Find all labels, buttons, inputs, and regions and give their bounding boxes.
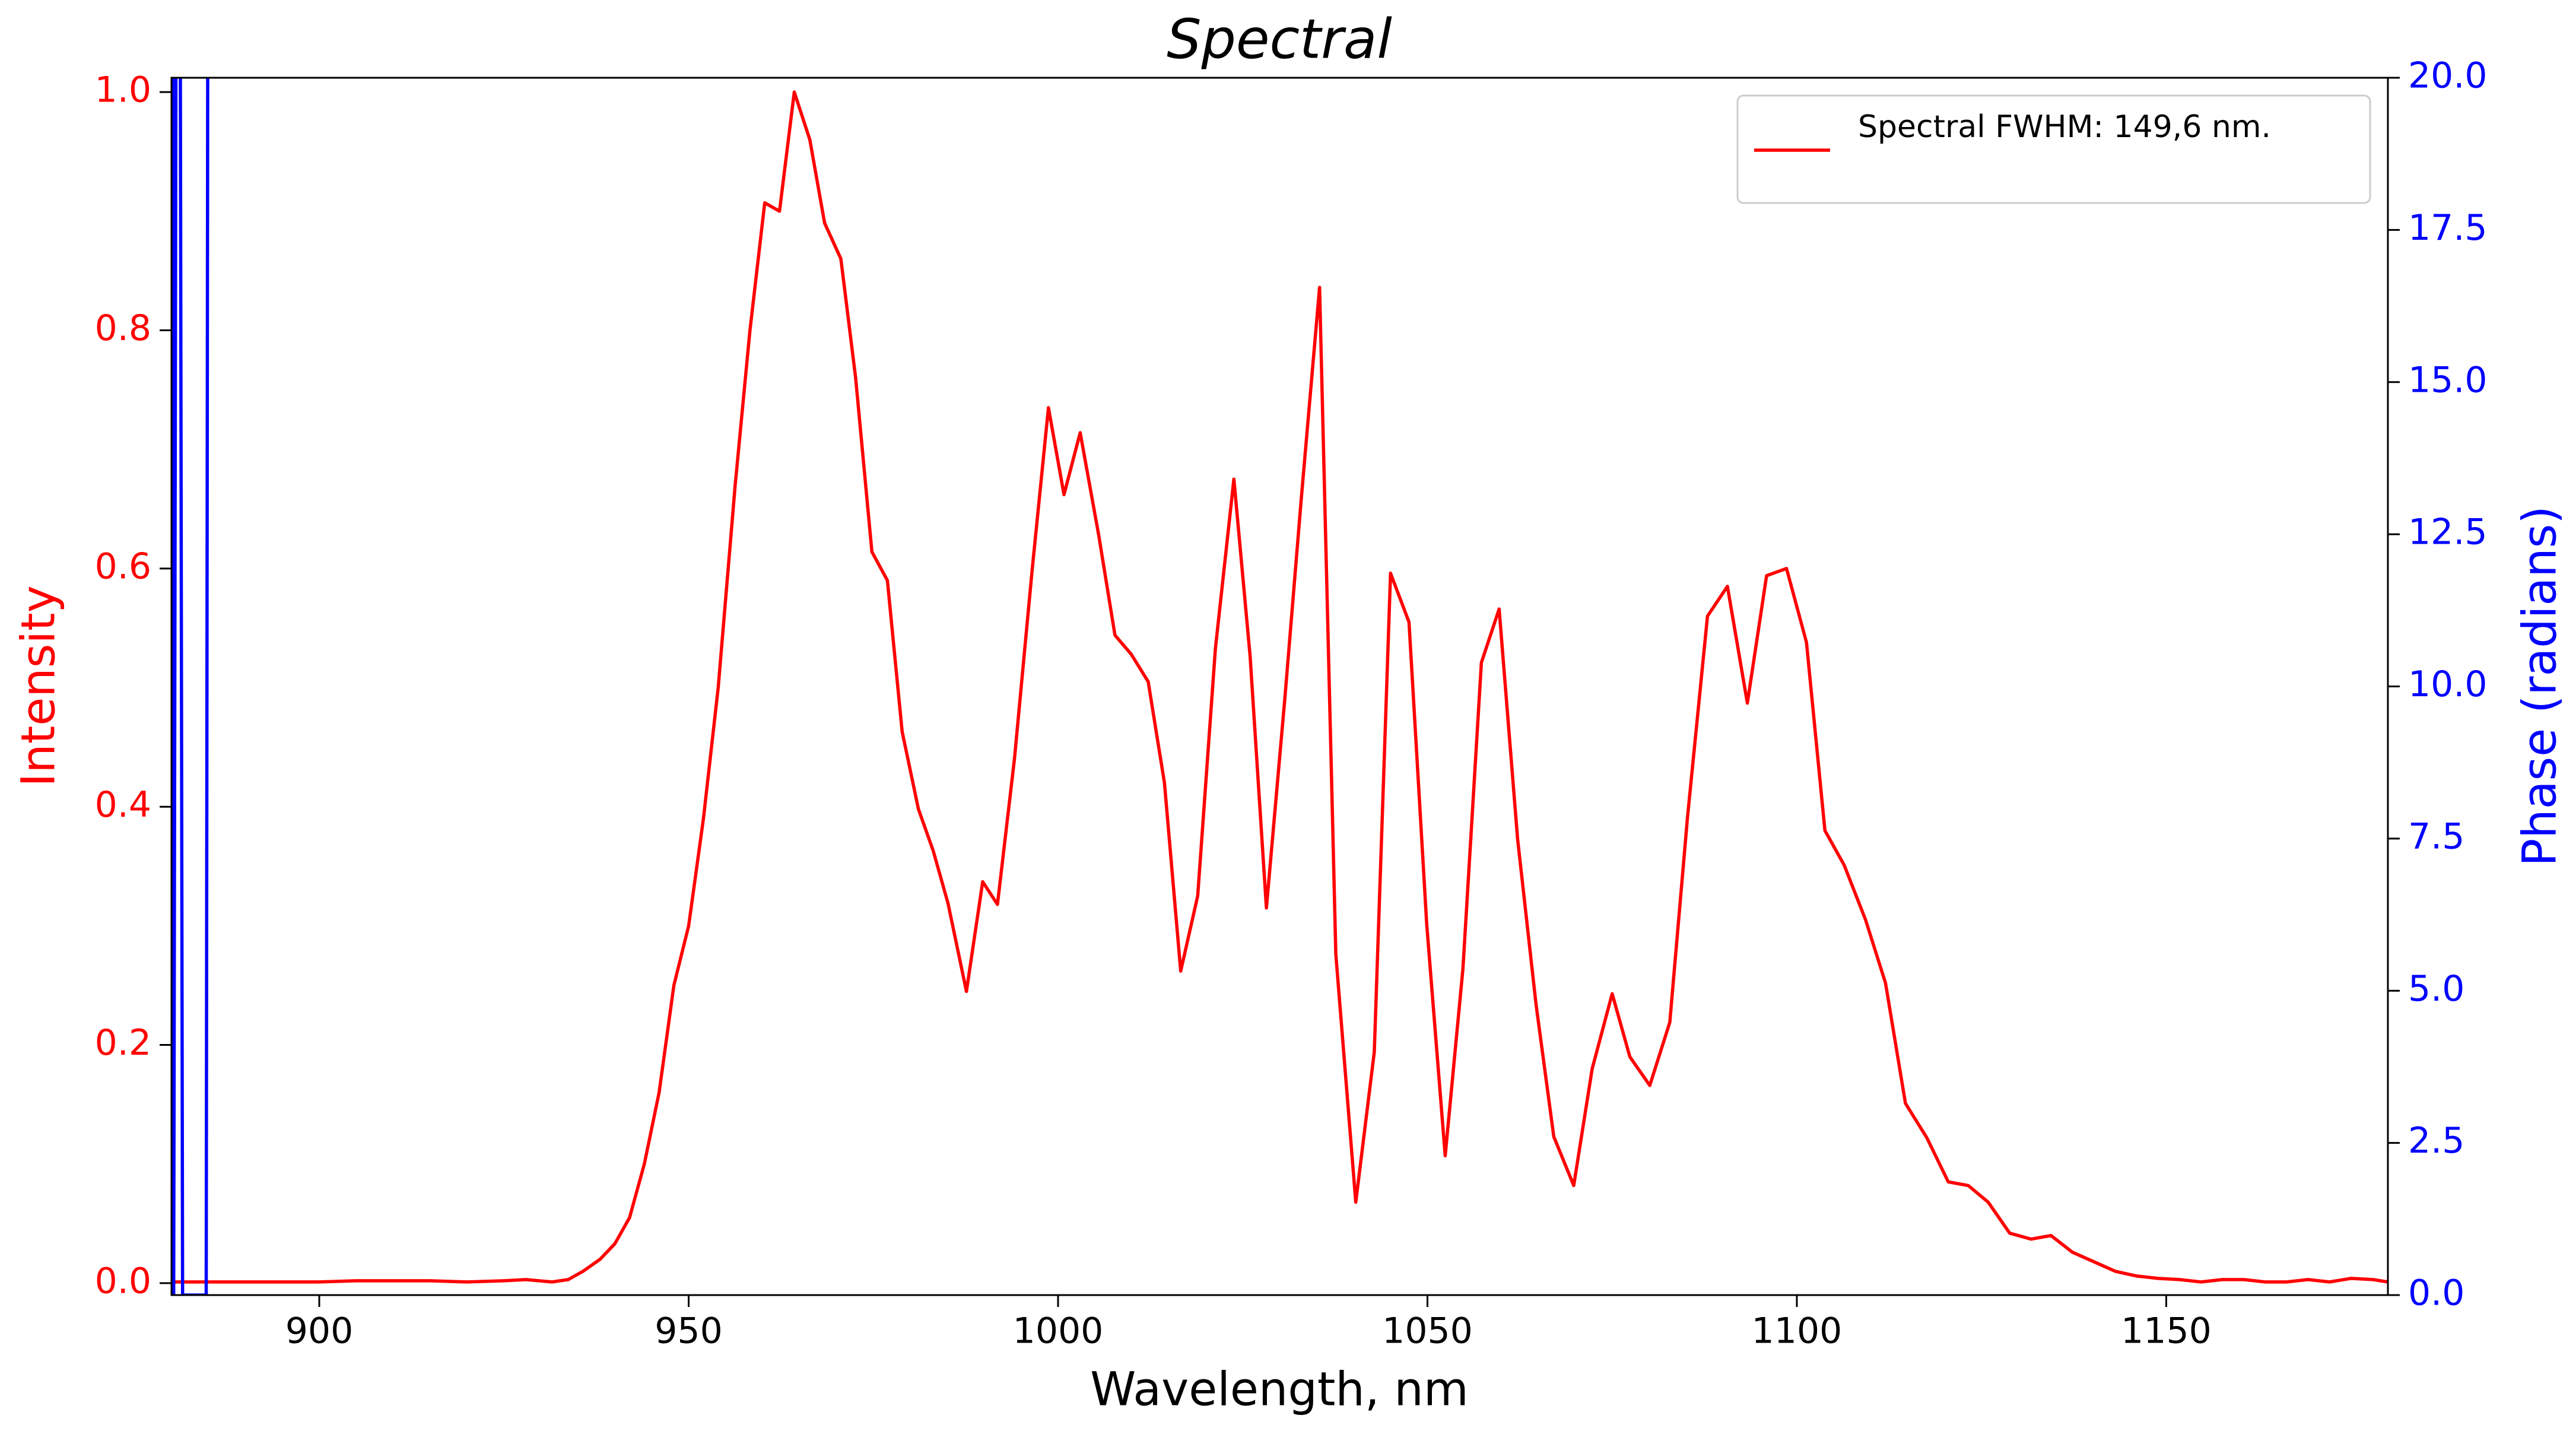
y2-tick-label: 17.5 [2408, 207, 2488, 249]
plot-frame [170, 77, 2389, 1296]
y-tick-label: 0.6 [95, 545, 151, 587]
y-tick-label: 0.8 [95, 307, 151, 349]
y2-tick-label: 12.5 [2408, 512, 2488, 553]
y2-tick-label: 10.0 [2408, 664, 2488, 705]
legend-label: Spectral FWHM: 149,6 nm. [1858, 109, 2271, 145]
y-tick-label: 0.4 [95, 784, 151, 826]
data-line [171, 90, 2388, 1284]
y-tick-label: 1.0 [95, 69, 151, 111]
x-tick-label: 1000 [1013, 1311, 1104, 1352]
y2-tick-label: 2.5 [2408, 1120, 2464, 1162]
y-tick-label: 0.0 [95, 1261, 151, 1302]
data-line [171, 78, 209, 1295]
x-tick-label: 950 [655, 1311, 723, 1352]
x-tick-label: 1100 [1752, 1311, 1843, 1352]
y-tick-label: 0.2 [95, 1022, 151, 1064]
y-axis-label: Intensity [12, 585, 65, 787]
y2-axis-label: Phase (radians) [2513, 506, 2567, 866]
y2-tick-label: 15.0 [2408, 359, 2488, 401]
y2-tick-label: 5.0 [2408, 968, 2464, 1010]
legend-box [1736, 94, 2371, 204]
x-tick-label: 1050 [1382, 1311, 1473, 1352]
y2-tick-label: 20.0 [2408, 55, 2488, 97]
x-tick-label: 1150 [2121, 1311, 2212, 1352]
x-tick-label: 900 [285, 1311, 354, 1352]
y2-tick-label: 0.0 [2408, 1273, 2464, 1314]
x-axis-label: Wavelength, nm [1090, 1363, 1469, 1416]
chart-title: Spectral [1167, 7, 1392, 71]
plot-area [171, 78, 2388, 1295]
y2-tick-label: 7.5 [2408, 816, 2464, 857]
